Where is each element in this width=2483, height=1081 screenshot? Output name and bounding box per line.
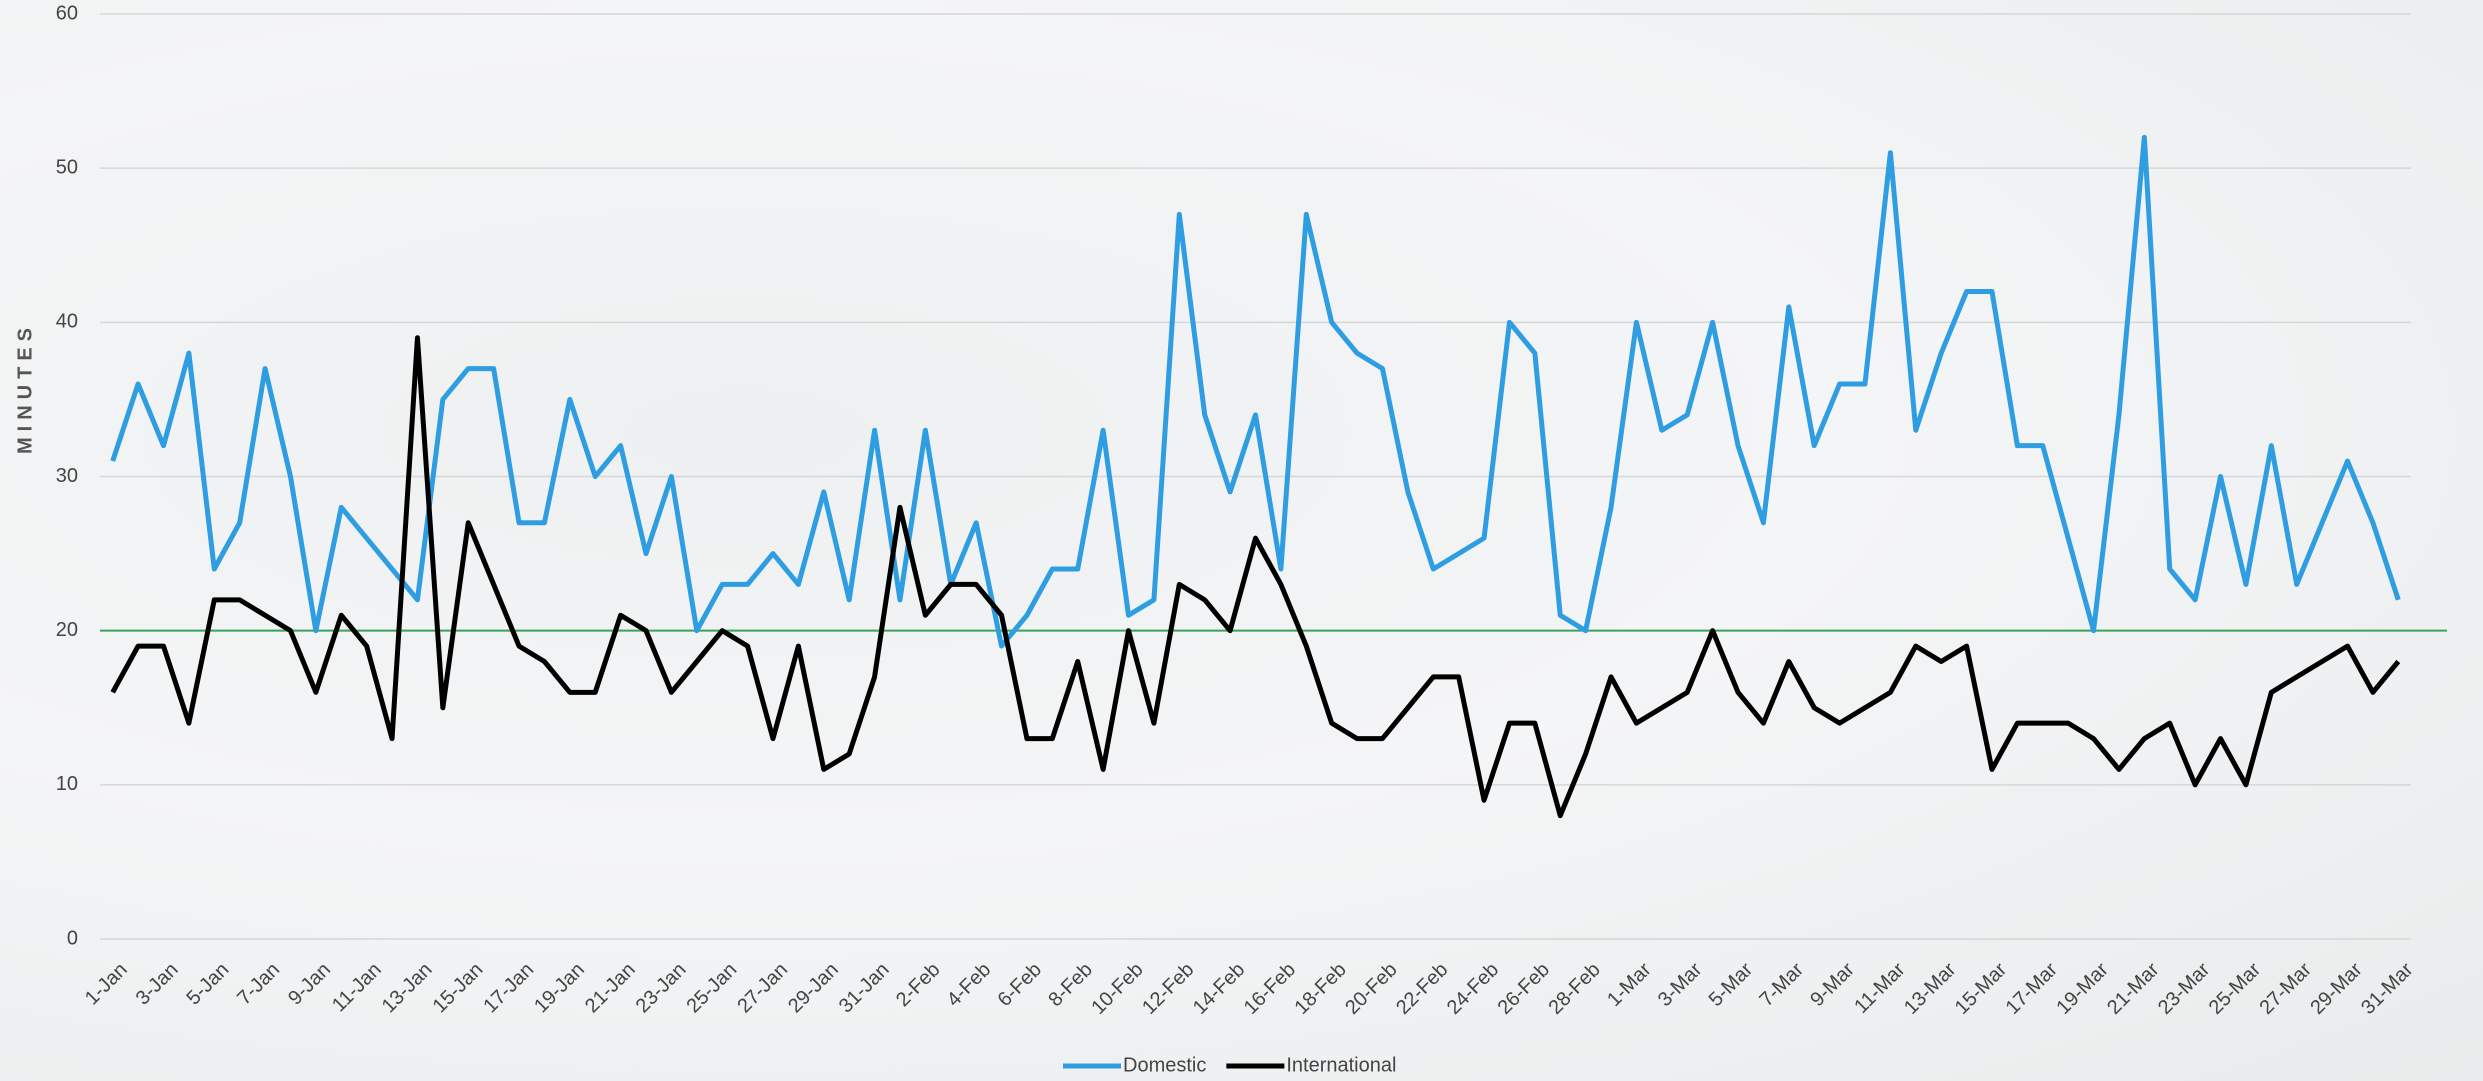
series-line [113,137,2399,646]
x-tick-label: 22-Feb [1392,959,1452,1019]
y-tick-label: 30 [56,465,78,487]
x-tick-label: 19-Mar [2052,958,2113,1019]
x-tick-label: 5-Mar [1705,958,1758,1011]
x-tick-label: 2-Feb [892,959,945,1012]
x-tick-label: 31-Jan [835,959,894,1018]
x-tick-label: 18-Feb [1290,959,1350,1019]
x-tick-label: 19-Jan [530,959,589,1018]
x-tick-label: 15-Mar [1951,958,2012,1019]
x-tick-label: 14-Feb [1189,959,1249,1019]
x-tick-label: 27-Jan [733,959,792,1018]
x-tick-label: 29-Mar [2306,958,2367,1019]
y-tick-label: 20 [56,619,78,641]
y-axis-label: MINUTES [14,322,36,454]
x-tick-label: 3-Jan [132,959,183,1010]
x-tick-label: 26-Feb [1494,959,1554,1019]
x-tick-label: 23-Mar [2154,958,2215,1019]
x-tick-label: 7-Jan [233,959,284,1010]
x-tick-label: 11-Mar [1850,958,1910,1018]
y-tick-label: 50 [56,156,78,178]
x-tick-label: 20-Feb [1341,959,1401,1019]
x-tick-label: 17-Jan [479,959,538,1018]
x-tick-label: 9-Jan [284,959,335,1010]
x-tick-label: 13-Jan [378,959,437,1018]
x-tick-label: 17-Mar [2002,958,2063,1019]
chart: MINUTES 0 10 20 30 40 50 60 1-Jan3-Jan5-Jan7-Ja… [0,0,2483,1081]
x-tick-label: 11-Jan [328,959,386,1017]
x-tick-label: 21-Mar [2103,958,2164,1019]
series-line [113,338,2399,816]
x-tick-label: 3-Mar [1654,958,1707,1011]
x-tick-label: 29-Jan [784,959,843,1018]
legend-label: International [1286,1054,1396,1076]
y-tick-label: 0 [67,927,78,949]
x-tick-label: 31-Mar [2357,958,2418,1019]
x-tick-label: 25-Jan [683,959,742,1018]
x-tick-label: 6-Feb [994,959,1047,1012]
x-tick-label: 28-Feb [1544,959,1604,1019]
x-tick-label: 23-Jan [632,959,691,1018]
x-tick-label: 21-Jan [581,959,640,1018]
legend-label: Domestic [1123,1054,1206,1076]
x-tick-label: 12-Feb [1138,959,1198,1019]
y-tick-label: 40 [56,311,78,333]
x-tick-label: 24-Feb [1443,959,1503,1019]
x-tick-label: 27-Mar [2256,958,2317,1019]
y-tick-label: 60 [56,2,78,24]
x-tick-label: 1-Jan [81,959,132,1010]
y-tick-label: 10 [56,773,78,795]
x-tick-label: 7-Mar [1755,958,1808,1011]
x-tick-label: 10-Feb [1087,959,1147,1019]
x-tick-label: 13-Mar [1900,958,1961,1019]
x-tick-label: 25-Mar [2205,958,2266,1019]
x-tick-label: 1-Mar [1603,958,1656,1011]
x-tick-label: 4-Feb [943,959,996,1012]
x-tick-label: 16-Feb [1240,959,1300,1019]
x-tick-label: 5-Jan [182,959,233,1010]
x-tick-label: 15-Jan [429,959,488,1018]
